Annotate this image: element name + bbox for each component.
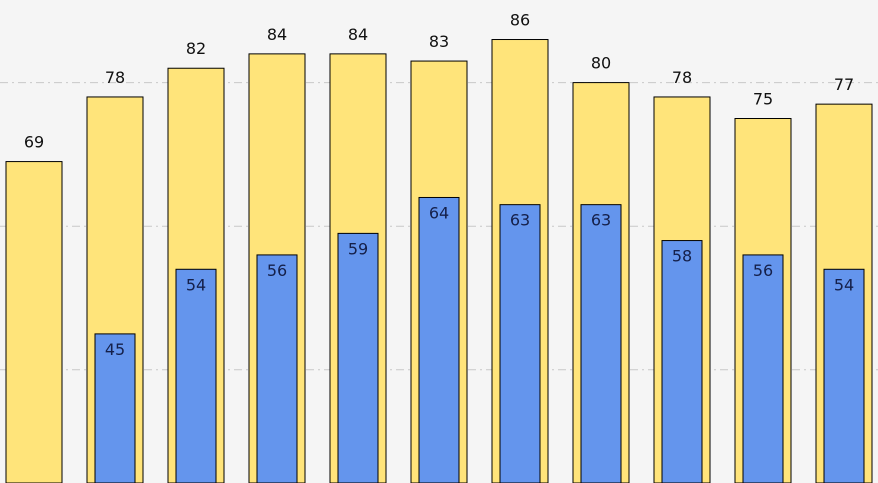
data-label-series-b: 54 <box>186 275 206 294</box>
data-label-series-a: 77 <box>834 75 854 94</box>
bar-series-b <box>337 232 379 483</box>
data-label-series-b: 63 <box>510 211 530 230</box>
data-label-series-b: 64 <box>429 203 449 222</box>
bar-series-b <box>499 204 541 483</box>
data-label-series-a: 75 <box>753 90 773 109</box>
data-labels: 69 78 45 82 54 84 56 84 59 83 64 86 63 80 63 78 58 75 56 77… <box>24 11 854 359</box>
data-label-series-b: 56 <box>753 261 773 280</box>
bar-series-b <box>256 254 298 483</box>
bar-series-b <box>94 333 136 483</box>
data-label-series-b: 54 <box>834 275 854 294</box>
data-label-series-b: 56 <box>267 261 287 280</box>
data-label-series-b: 63 <box>591 211 611 230</box>
data-label-series-a: 82 <box>186 39 206 58</box>
bar-series-b <box>742 254 784 483</box>
data-label-series-b: 45 <box>105 340 125 359</box>
data-label-series-a: 84 <box>267 25 287 44</box>
data-label-series-a: 78 <box>672 68 692 87</box>
bar-series-b <box>661 240 703 483</box>
data-label-series-a: 83 <box>429 32 449 51</box>
data-label-series-a: 84 <box>348 25 368 44</box>
data-label-series-a: 78 <box>105 68 125 87</box>
bar-series-b <box>175 268 217 483</box>
bars <box>5 39 873 483</box>
data-label-series-b: 59 <box>348 239 368 258</box>
data-label-series-a: 69 <box>24 133 44 152</box>
data-label-series-b: 58 <box>672 247 692 266</box>
data-label-series-a: 86 <box>510 11 530 30</box>
bar-series-b <box>823 268 865 483</box>
bar-series-b <box>418 196 460 483</box>
bar-series-b <box>580 204 622 483</box>
bar-series-a <box>5 161 63 483</box>
data-label-series-a: 80 <box>591 54 611 73</box>
